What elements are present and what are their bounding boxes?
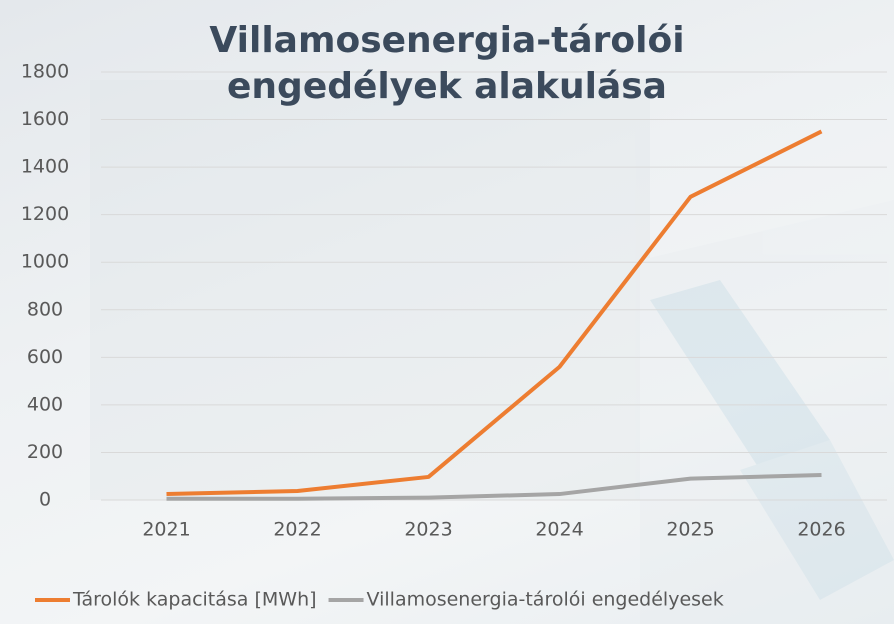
y-tick-label: 400: [27, 393, 63, 415]
y-tick-label: 0: [39, 489, 51, 511]
x-tick-label: 2021: [142, 519, 190, 541]
x-tick-label: 2024: [535, 519, 583, 541]
series-line: [166, 129, 823, 497]
x-tick-label: 2026: [797, 519, 845, 541]
legend-label: Tárolók kapacitása [MWh]: [72, 589, 317, 611]
x-tick-label: 2023: [404, 519, 452, 541]
y-tick-label: 1000: [21, 251, 69, 273]
legend-label: Villamosenergia-tárolói engedélyesek: [367, 589, 724, 611]
y-tick-label: 1200: [21, 203, 69, 225]
y-tick-label: 1800: [21, 61, 69, 83]
x-tick-label: 2025: [666, 519, 714, 541]
series-line: [166, 473, 822, 501]
chart-title: Villamosenergia-tárolói engedélyek alaku…: [209, 20, 685, 107]
background-photo: [90, 80, 894, 624]
y-tick-label: 1600: [21, 108, 69, 130]
y-tick-label: 200: [27, 441, 63, 463]
y-tick-label: 600: [27, 346, 63, 368]
y-tick-label: 1400: [21, 156, 69, 178]
y-tick-label: 800: [27, 298, 63, 320]
x-tick-label: 2022: [273, 519, 321, 541]
